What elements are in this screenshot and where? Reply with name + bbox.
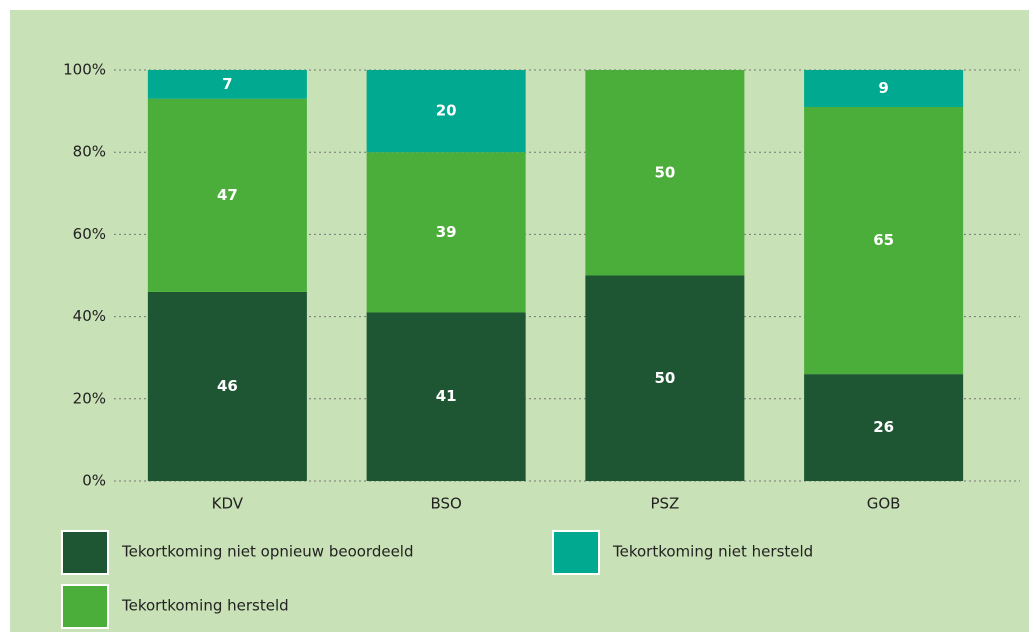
bar-segment <box>366 152 526 313</box>
data-label: 41 <box>436 387 457 405</box>
bar-segment <box>585 70 745 276</box>
data-label: 9 <box>878 79 888 97</box>
x-tick-label: KDV <box>212 495 244 513</box>
bar-segment <box>147 70 307 99</box>
data-label: 50 <box>654 163 675 181</box>
y-tick-label: 40% <box>73 307 106 325</box>
y-tick-label: 60% <box>73 225 106 243</box>
bar-segment <box>147 98 307 292</box>
bar-segment <box>804 106 964 375</box>
legend-swatch <box>61 584 109 629</box>
bar-segment <box>585 275 745 481</box>
y-tick-label: 20% <box>73 389 106 407</box>
data-label: 26 <box>873 418 894 436</box>
x-tick-label: GOB <box>867 495 901 513</box>
data-label: 50 <box>654 369 675 387</box>
legend-swatch <box>61 530 109 575</box>
bar-segment <box>804 374 964 481</box>
data-label: 20 <box>436 102 457 120</box>
data-label: 65 <box>873 231 894 249</box>
legend-label: Tekortkoming niet hersteld <box>612 543 813 561</box>
x-tick-label: PSZ <box>650 495 679 513</box>
legend-swatch <box>552 530 600 575</box>
data-label: 39 <box>436 223 457 241</box>
legend-label: Tekortkoming hersteld <box>121 597 289 615</box>
y-tick-label: 0% <box>82 472 106 490</box>
bar-segment <box>147 291 307 481</box>
data-label: 7 <box>222 75 232 93</box>
data-label: 46 <box>217 377 238 395</box>
bar-segment <box>366 70 526 153</box>
y-tick-label: 80% <box>73 143 106 161</box>
x-tick-label: BSO <box>430 495 461 513</box>
y-tick-label: 100% <box>63 61 106 79</box>
data-label: 47 <box>217 186 238 204</box>
legend-label: Tekortkoming niet opnieuw beoordeeld <box>121 543 414 561</box>
bar-segment <box>804 70 964 107</box>
bar-segment <box>366 312 526 481</box>
